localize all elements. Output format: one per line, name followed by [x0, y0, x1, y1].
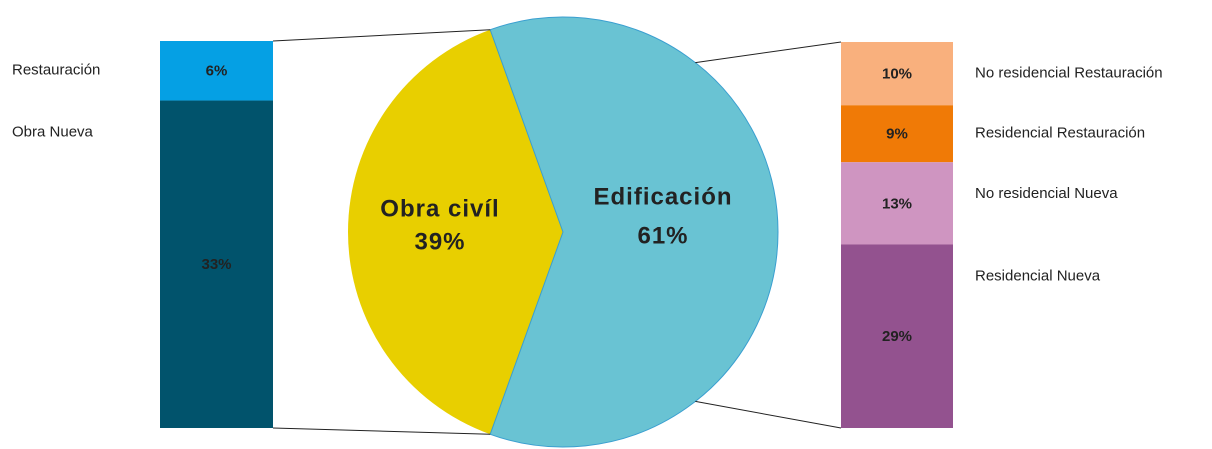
segment-label: 10% — [882, 66, 912, 83]
slice-value: 61% — [637, 222, 688, 249]
slice-value: 39% — [414, 228, 465, 255]
legend-label: Residencial Nueva — [975, 267, 1101, 284]
stack-segment — [160, 100, 273, 429]
segment-label: 13% — [882, 195, 912, 212]
stack-segment — [841, 42, 953, 106]
segment-label: 6% — [206, 63, 228, 80]
legend-label: Obra Nueva — [12, 124, 94, 141]
slice-label: Edificación — [593, 183, 732, 210]
connector — [695, 400, 842, 429]
stack-segment — [841, 244, 953, 428]
legend-label: Restauración — [12, 62, 100, 79]
legend-label: Residencial Restauración — [975, 125, 1145, 142]
segment-label: 9% — [886, 126, 908, 143]
segment-label: 33% — [201, 256, 231, 273]
legend-label: No residencial Nueva — [975, 185, 1118, 202]
connector — [272, 29, 491, 42]
pie-slice — [347, 29, 563, 435]
pie-slice — [489, 16, 779, 448]
connector — [272, 427, 491, 435]
stack-segment — [841, 162, 953, 245]
legend-label: No residencial Restauración — [975, 65, 1163, 82]
stack-segment — [841, 105, 953, 163]
slice-label: Obra civíl — [380, 195, 499, 222]
connector — [695, 41, 842, 64]
segment-label: 29% — [882, 328, 912, 345]
stack-segment — [160, 41, 273, 101]
